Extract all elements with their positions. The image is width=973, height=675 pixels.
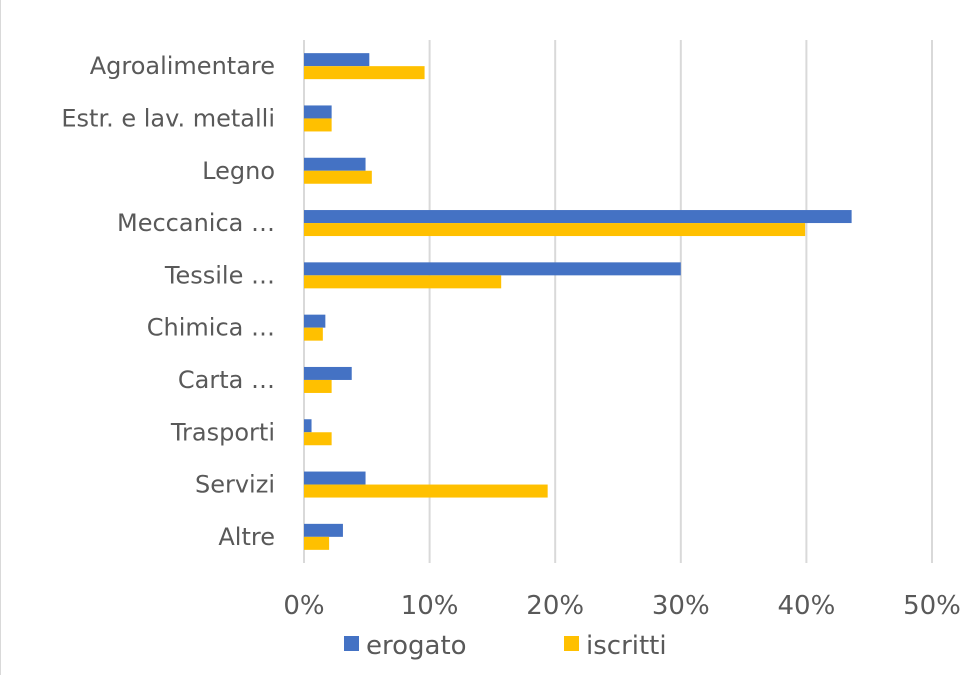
bar-erogato-legno — [304, 157, 366, 171]
category-label-carta: Carta … — [178, 366, 275, 394]
bars — [304, 53, 852, 550]
bar-iscritti-chimica — [304, 327, 323, 341]
x-tick-label-40: 40% — [778, 591, 836, 621]
category-label-tessile: Tessile … — [164, 261, 275, 289]
category-label-agroalimentare: Agroalimentare — [90, 52, 275, 80]
legend: erogato iscritti — [344, 631, 667, 661]
x-axis-ticks: 0% 10% 20% 30% 40% 50% — [283, 591, 961, 621]
bar-iscritti-agroalimentare — [304, 66, 425, 80]
x-tick-label-10: 10% — [401, 591, 459, 621]
legend-label-erogato: erogato — [366, 631, 467, 661]
bar-iscritti-tessile — [304, 275, 502, 289]
category-label-servizi: Servizi — [195, 471, 275, 499]
bar-erogato-meccanica — [304, 210, 852, 224]
bar-erogato-carta — [304, 366, 352, 380]
bar-iscritti-servizi — [304, 484, 548, 498]
bar-erogato-trasporti — [304, 419, 312, 433]
category-label-estr-e-lav-metalli: Estr. e lav. metalli — [61, 104, 275, 132]
bar-iscritti-carta — [304, 379, 332, 393]
x-tick-label-0: 0% — [283, 591, 324, 621]
legend-swatch-iscritti — [564, 636, 579, 651]
bar-erogato-estr-e-lav-metalli — [304, 105, 332, 119]
x-tick-label-30: 30% — [652, 591, 710, 621]
category-label-legno: Legno — [202, 157, 275, 185]
bar-iscritti-legno — [304, 170, 372, 184]
bar-erogato-chimica — [304, 314, 326, 328]
category-label-chimica: Chimica … — [147, 314, 275, 342]
legend-swatch-erogato — [344, 636, 359, 651]
category-labels: Agroalimentare Estr. e lav. metalli Legno M… — [61, 52, 275, 551]
bar-iscritti-meccanica — [304, 223, 806, 237]
bar-erogato-agroalimentare — [304, 53, 370, 67]
bar-erogato-tessile — [304, 262, 681, 276]
bar-erogato-servizi — [304, 471, 366, 485]
category-label-altre: Altre — [218, 523, 275, 551]
bar-iscritti-trasporti — [304, 432, 332, 446]
x-tick-label-50: 50% — [903, 591, 961, 621]
bar-erogato-altre — [304, 523, 343, 537]
bar-iscritti-altre — [304, 536, 330, 550]
legend-label-iscritti: iscritti — [586, 631, 667, 661]
category-label-trasporti: Trasporti — [170, 418, 275, 446]
bar-iscritti-estr-e-lav-metalli — [304, 118, 332, 132]
x-tick-label-20: 20% — [526, 591, 584, 621]
category-label-meccanica: Meccanica … — [117, 209, 275, 237]
